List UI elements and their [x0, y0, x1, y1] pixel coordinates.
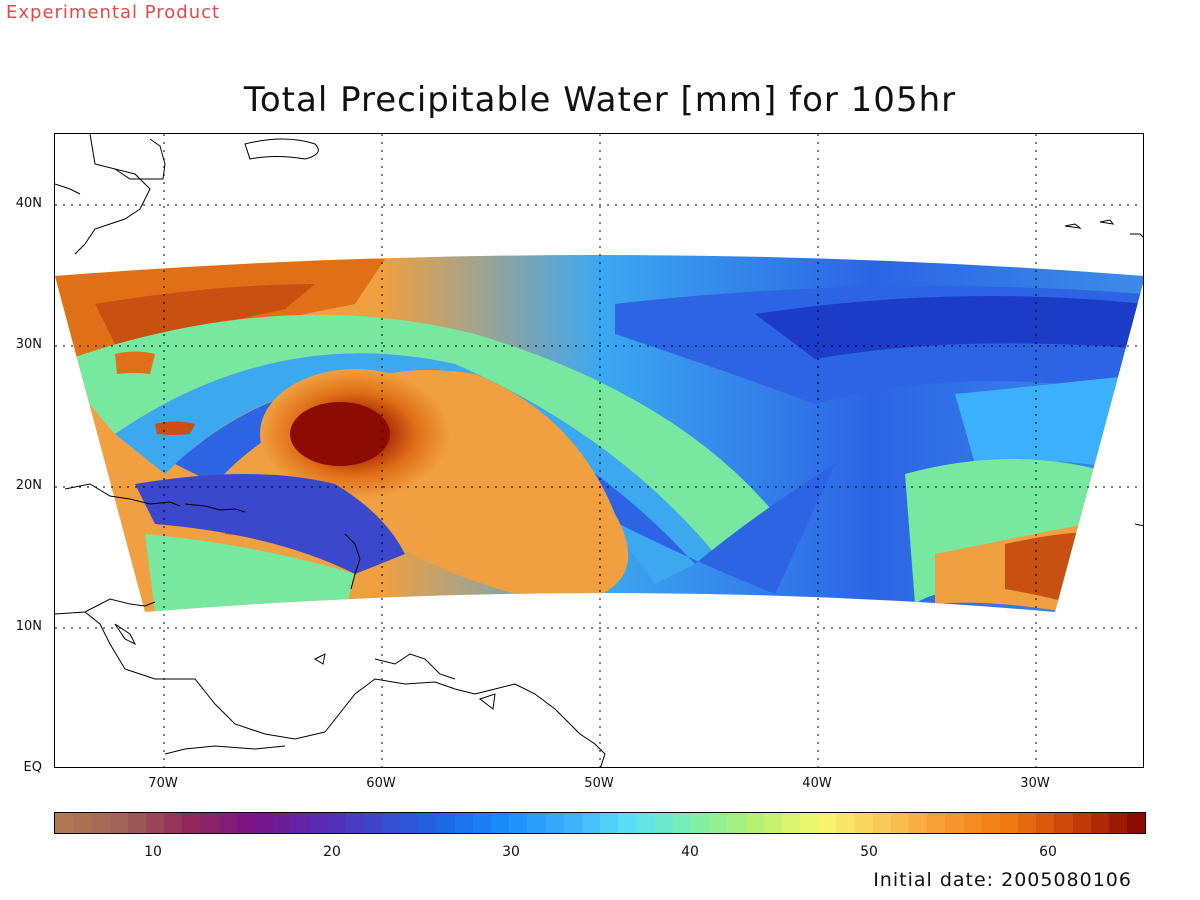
lat-label-20n: 20N [15, 478, 42, 493]
lon-label-60w: 60W [366, 776, 396, 791]
colorbar-cell [1036, 813, 1055, 833]
colorbar-cell [1108, 813, 1128, 833]
map-panel [54, 133, 1144, 768]
colorbar-cell [145, 813, 165, 833]
lon-label-70w: 70W [148, 776, 178, 791]
coastlines [55, 134, 1143, 767]
colorbar [54, 812, 1146, 834]
colorbar-cell [327, 813, 346, 833]
colorbar-cell [345, 813, 364, 833]
colorbar-cell [254, 813, 274, 833]
precipitable-water-field [55, 255, 1143, 612]
colorbar-cell [581, 813, 601, 833]
map-svg [55, 134, 1143, 767]
initial-date-label: Initial date: 2005080106 [873, 869, 1132, 891]
colorbar-cell [636, 813, 655, 833]
lon-label-30w: 30W [1020, 776, 1050, 791]
colorbar-cell [509, 813, 528, 833]
colorbar-cell [73, 813, 92, 833]
colorbar-tick-60: 60 [1039, 844, 1057, 860]
colorbar-cell [418, 813, 437, 833]
colorbar-cell [727, 813, 746, 833]
colorbar-cell [55, 813, 74, 833]
colorbar-cell [527, 813, 546, 833]
colorbar-tick-30: 30 [502, 844, 520, 860]
colorbar-cell [91, 813, 110, 833]
chart-title: Total Precipitable Water [mm] for 105hr [243, 80, 957, 120]
colorbar-cell [781, 813, 801, 833]
colorbar-cell [818, 813, 837, 833]
colorbar-cell [109, 813, 128, 833]
colorbar-cell [763, 813, 782, 833]
colorbar-cell [1127, 813, 1146, 833]
colorbar-cell [472, 813, 492, 833]
colorbar-cell [1054, 813, 1073, 833]
colorbar-cell [491, 813, 510, 833]
colorbar-cell [854, 813, 873, 833]
experimental-product-label: Experimental Product [6, 2, 221, 23]
colorbar-cell [436, 813, 455, 833]
colorbar-cell [600, 813, 619, 833]
colorbar-cell [545, 813, 564, 833]
colorbar-cell [454, 813, 473, 833]
colorbar-cell [563, 813, 582, 833]
lon-label-40w: 40W [802, 776, 832, 791]
colorbar-cell [836, 813, 855, 833]
colorbar-cell [691, 813, 710, 833]
colorbar-tick-40: 40 [681, 844, 699, 860]
colorbar-cell [1090, 813, 1109, 833]
lat-label-40n: 40N [15, 196, 42, 211]
colorbar-cell [291, 813, 310, 833]
colorbar-cell [236, 813, 255, 833]
colorbar-cell [127, 813, 146, 833]
colorbar-cell [1018, 813, 1037, 833]
lat-label-10n: 10N [15, 619, 42, 634]
colorbar-cell [999, 813, 1019, 833]
lat-label-30n: 30N [15, 337, 42, 352]
colorbar-cell [890, 813, 910, 833]
colorbar-cell [1072, 813, 1091, 833]
colorbar-tick-20: 20 [323, 844, 341, 860]
colorbar-tick-50: 50 [860, 844, 878, 860]
colorbar-cell [309, 813, 328, 833]
lat-label-eq: EQ [23, 760, 42, 775]
colorbar-cell [164, 813, 183, 833]
colorbar-cell [872, 813, 891, 833]
colorbar-cell [363, 813, 383, 833]
colorbar-cell [382, 813, 401, 833]
colorbar-tick-10: 10 [144, 844, 162, 860]
lon-label-50w: 50W [584, 776, 614, 791]
colorbar-cell [200, 813, 219, 833]
colorbar-cell [273, 813, 292, 833]
colorbar-cell [672, 813, 692, 833]
colorbar-cell [654, 813, 673, 833]
colorbar-cell [709, 813, 728, 833]
colorbar-cell [218, 813, 237, 833]
colorbar-cell [927, 813, 946, 833]
graticule [55, 134, 1143, 767]
colorbar-cell [745, 813, 764, 833]
colorbar-cell [945, 813, 964, 833]
colorbar-cell [800, 813, 819, 833]
colorbar-cell [400, 813, 419, 833]
colorbar-cell [909, 813, 928, 833]
colorbar-cell [182, 813, 201, 833]
colorbar-cell [963, 813, 982, 833]
colorbar-cell [618, 813, 637, 833]
colorbar-cell [981, 813, 1000, 833]
